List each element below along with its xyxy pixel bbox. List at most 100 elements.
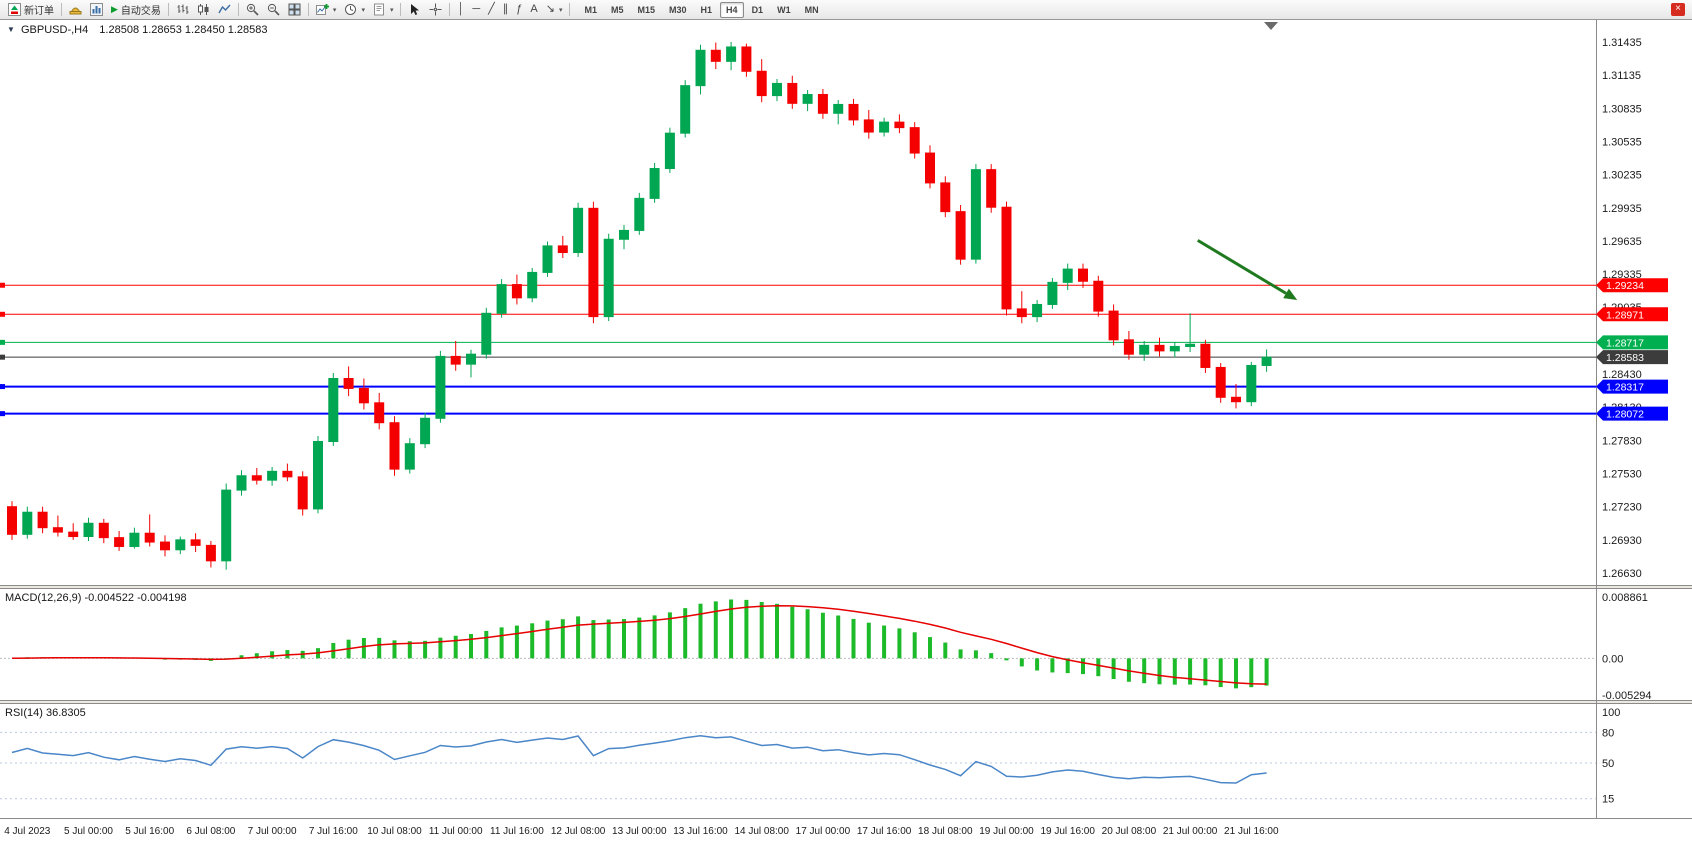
main-price-pane[interactable] <box>0 42 1596 570</box>
bear-candle <box>190 539 201 546</box>
symbol-label: GBPUSD-,H4 <box>20 24 89 36</box>
svg-text:1.28971: 1.28971 <box>1606 309 1644 321</box>
bull-candle <box>1169 345 1180 352</box>
indicators-button[interactable]: ▾ <box>312 1 341 18</box>
bear-candle <box>511 284 522 299</box>
chart-area[interactable]: 1.31435 1.31135 1.30835 1.30535 1.30235 1.299… <box>0 20 1692 845</box>
cursor-tool-button[interactable] <box>404 1 425 18</box>
line-left-handle[interactable] <box>0 339 5 345</box>
bear-candle <box>374 402 385 424</box>
time-axis-label: 19 Jul 16:00 <box>1040 826 1095 837</box>
bull-candle <box>1047 281 1058 305</box>
channel-tool-button[interactable]: ∥ <box>502 3 509 15</box>
bull-candle <box>649 168 660 199</box>
line-left-handle[interactable] <box>0 411 5 417</box>
time-axis-label: 14 Jul 08:00 <box>734 826 789 837</box>
templates-button[interactable]: ▾ <box>369 1 398 18</box>
new-order-button[interactable]: 新订单 <box>4 1 58 18</box>
timeframe-m15-button[interactable]: M15 <box>637 4 656 15</box>
arrows-tool-button[interactable]: ↘ ▾ <box>542 1 567 18</box>
pane-separator[interactable] <box>0 700 1692 704</box>
bull-candle <box>496 284 507 314</box>
zoom-out-button[interactable] <box>263 1 284 18</box>
bull-candle <box>1261 356 1272 366</box>
dropdown-caret-icon: ▾ <box>389 6 394 14</box>
rsi-pane[interactable] <box>0 731 1596 800</box>
pane-separator[interactable] <box>0 585 1692 589</box>
new-order-label: 新订单 <box>24 6 54 17</box>
toolbar-separator <box>307 3 309 16</box>
text-tool-button[interactable]: A <box>530 3 538 15</box>
bear-candle <box>787 82 798 104</box>
bear-candle <box>98 522 109 539</box>
bar-chart-mode-button[interactable] <box>172 1 193 18</box>
bear-candle <box>756 70 767 97</box>
line-left-handle[interactable] <box>0 384 5 390</box>
svg-text:1.28317: 1.28317 <box>1606 382 1644 394</box>
bear-candle <box>817 93 828 114</box>
profiles-hat-icon <box>69 7 82 15</box>
trendline-tool-button[interactable]: ╱ <box>488 3 495 15</box>
time-axis-label: 21 Jul 00:00 <box>1163 826 1218 837</box>
bear-candle <box>1123 339 1134 355</box>
candlestick-mode-button[interactable] <box>193 1 214 18</box>
timeframe-m1-button[interactable]: M1 <box>584 4 597 15</box>
autotrading-button[interactable]: ▶ 自动交易 <box>107 1 165 18</box>
bear-candle <box>68 531 79 538</box>
timeframe-m5-button[interactable]: M5 <box>610 4 624 15</box>
clock-icon <box>345 4 357 15</box>
price-tag-1.28717: 1.28717 <box>1596 335 1668 350</box>
bear-candle <box>1231 396 1241 403</box>
zoom-in-button[interactable] <box>242 1 263 18</box>
alert-badge[interactable]: × <box>1671 3 1685 16</box>
macd-pane[interactable] <box>0 599 1596 689</box>
timeframe-w1-button[interactable]: W1 <box>777 4 791 15</box>
cursor-icon <box>411 4 420 15</box>
bull-candle <box>1185 343 1196 347</box>
toolbar-separator <box>237 3 239 16</box>
toolbar-separator <box>167 3 169 16</box>
crosshair-tool-button[interactable] <box>425 1 446 18</box>
bull-candle <box>542 245 553 273</box>
periods-button[interactable]: ▾ <box>340 1 369 18</box>
timeframe-m30-button[interactable]: M30 <box>669 4 687 15</box>
chart-background[interactable] <box>0 20 1692 845</box>
bear-candle <box>205 544 216 562</box>
price-axis-label: 1.30535 <box>1602 136 1642 148</box>
price-axis-label: 1.28430 <box>1602 369 1642 381</box>
line-left-handle[interactable] <box>0 354 5 360</box>
line-left-handle[interactable] <box>0 282 5 288</box>
timeframe-h4-button[interactable]: H4 <box>720 1 744 18</box>
bear-candle <box>894 121 905 129</box>
tile-windows-button[interactable] <box>284 1 305 18</box>
timeframe-h1-button[interactable]: H1 <box>700 4 713 15</box>
bear-candle <box>925 152 935 184</box>
tile-windows-icon <box>288 3 301 16</box>
price-axis-label: 1.27830 <box>1602 435 1642 447</box>
timeframe-d1-button[interactable]: D1 <box>751 4 764 15</box>
market-watch-button[interactable] <box>86 1 107 18</box>
chart-title: ▼ GBPUSD-,H4 1.28508 1.28653 1.28450 1.2… <box>7 24 268 36</box>
bull-candle <box>619 229 629 240</box>
line-left-handle[interactable] <box>0 311 5 317</box>
rsi-label: RSI(14) 36.8305 <box>5 707 86 719</box>
toolbar: 新订单 ▶ 自动交易 <box>0 0 1692 20</box>
symbol-dropdown-icon[interactable]: ▼ <box>7 25 15 34</box>
dropdown-caret-icon: ▾ <box>332 6 337 14</box>
chart-shift-marker[interactable] <box>1264 22 1278 30</box>
ohlc-values: 1.28508 1.28653 1.28450 1.28583 <box>99 24 268 36</box>
timeframe-mn-button[interactable]: MN <box>804 4 819 15</box>
fibonacci-tool-button[interactable]: ƒ <box>516 3 523 15</box>
vertical-line-tool-button[interactable]: │ <box>457 3 465 15</box>
trend-arrow-annotation[interactable] <box>1196 239 1298 301</box>
line-chart-mode-button[interactable] <box>214 1 235 18</box>
horizontal-line-tool-button[interactable]: ─ <box>472 3 481 15</box>
price-tag-1.28317: 1.28317 <box>1596 379 1668 394</box>
time-axis-label: 7 Jul 00:00 <box>248 826 297 837</box>
price-axis-label: 1.27230 <box>1602 502 1642 514</box>
bull-candle <box>404 443 415 470</box>
profiles-button[interactable] <box>65 1 86 18</box>
bear-candle <box>1078 268 1088 282</box>
price-axis-label: 1.31135 <box>1602 70 1641 82</box>
